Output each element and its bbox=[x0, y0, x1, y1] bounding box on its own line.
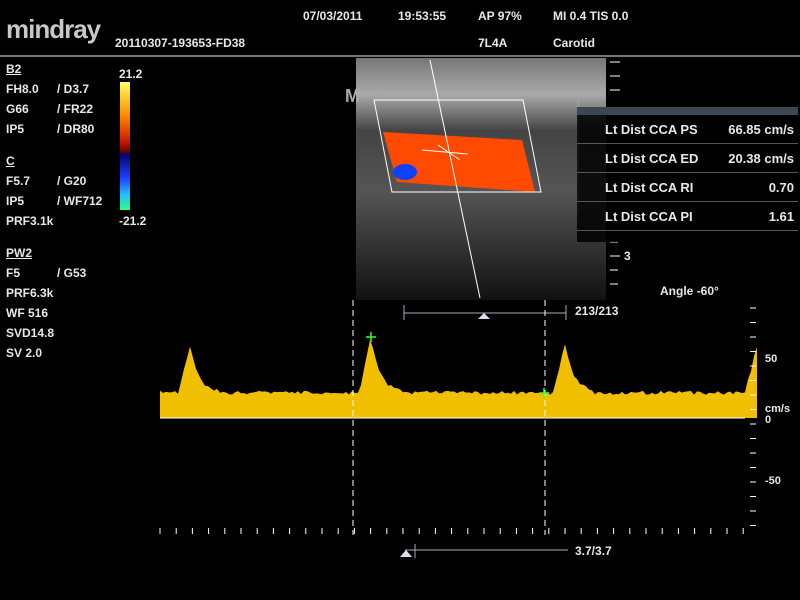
measurement-panel: Lt Dist CCA PS 66.85 cm/s Lt Dist CCA ED 20… bbox=[577, 107, 798, 242]
measurement-value: 20.38 cm/s bbox=[728, 151, 794, 166]
measurement-value: 66.85 cm/s bbox=[728, 122, 794, 137]
measurement-row: Lt Dist CCA PS 66.85 cm/s bbox=[577, 115, 798, 144]
measurement-label: Lt Dist CCA PS bbox=[605, 122, 698, 137]
depth-label: 3 bbox=[624, 249, 631, 263]
cine-slider-handle bbox=[400, 550, 412, 557]
measurement-row: Lt Dist CCA ED 20.38 cm/s bbox=[577, 144, 798, 173]
measurement-row: Lt Dist CCA PI 1.61 bbox=[577, 202, 798, 231]
scale-50: 50 bbox=[765, 353, 777, 365]
measurement-value: 1.61 bbox=[769, 209, 794, 224]
peak-marker bbox=[366, 332, 376, 342]
measurement-value: 0.70 bbox=[769, 180, 794, 195]
cine-counter: 3.7/3.7 bbox=[575, 544, 612, 558]
angle-label: Angle -60° bbox=[660, 284, 719, 298]
scale-0: 0 bbox=[765, 414, 771, 426]
measurement-label: Lt Dist CCA RI bbox=[605, 180, 693, 195]
reverse-flow bbox=[393, 164, 417, 180]
frame-counter: 213/213 bbox=[575, 304, 618, 318]
measurement-label: Lt Dist CCA ED bbox=[605, 151, 698, 166]
frame-slider-handle bbox=[478, 313, 490, 319]
doppler-spectrum bbox=[160, 340, 757, 418]
scale-minus-50: -50 bbox=[765, 475, 781, 487]
ultrasound-image: M bbox=[0, 0, 800, 600]
measurement-label: Lt Dist CCA PI bbox=[605, 209, 693, 224]
measurement-row: Lt Dist CCA RI 0.70 bbox=[577, 173, 798, 202]
m-marker: M bbox=[345, 86, 360, 106]
